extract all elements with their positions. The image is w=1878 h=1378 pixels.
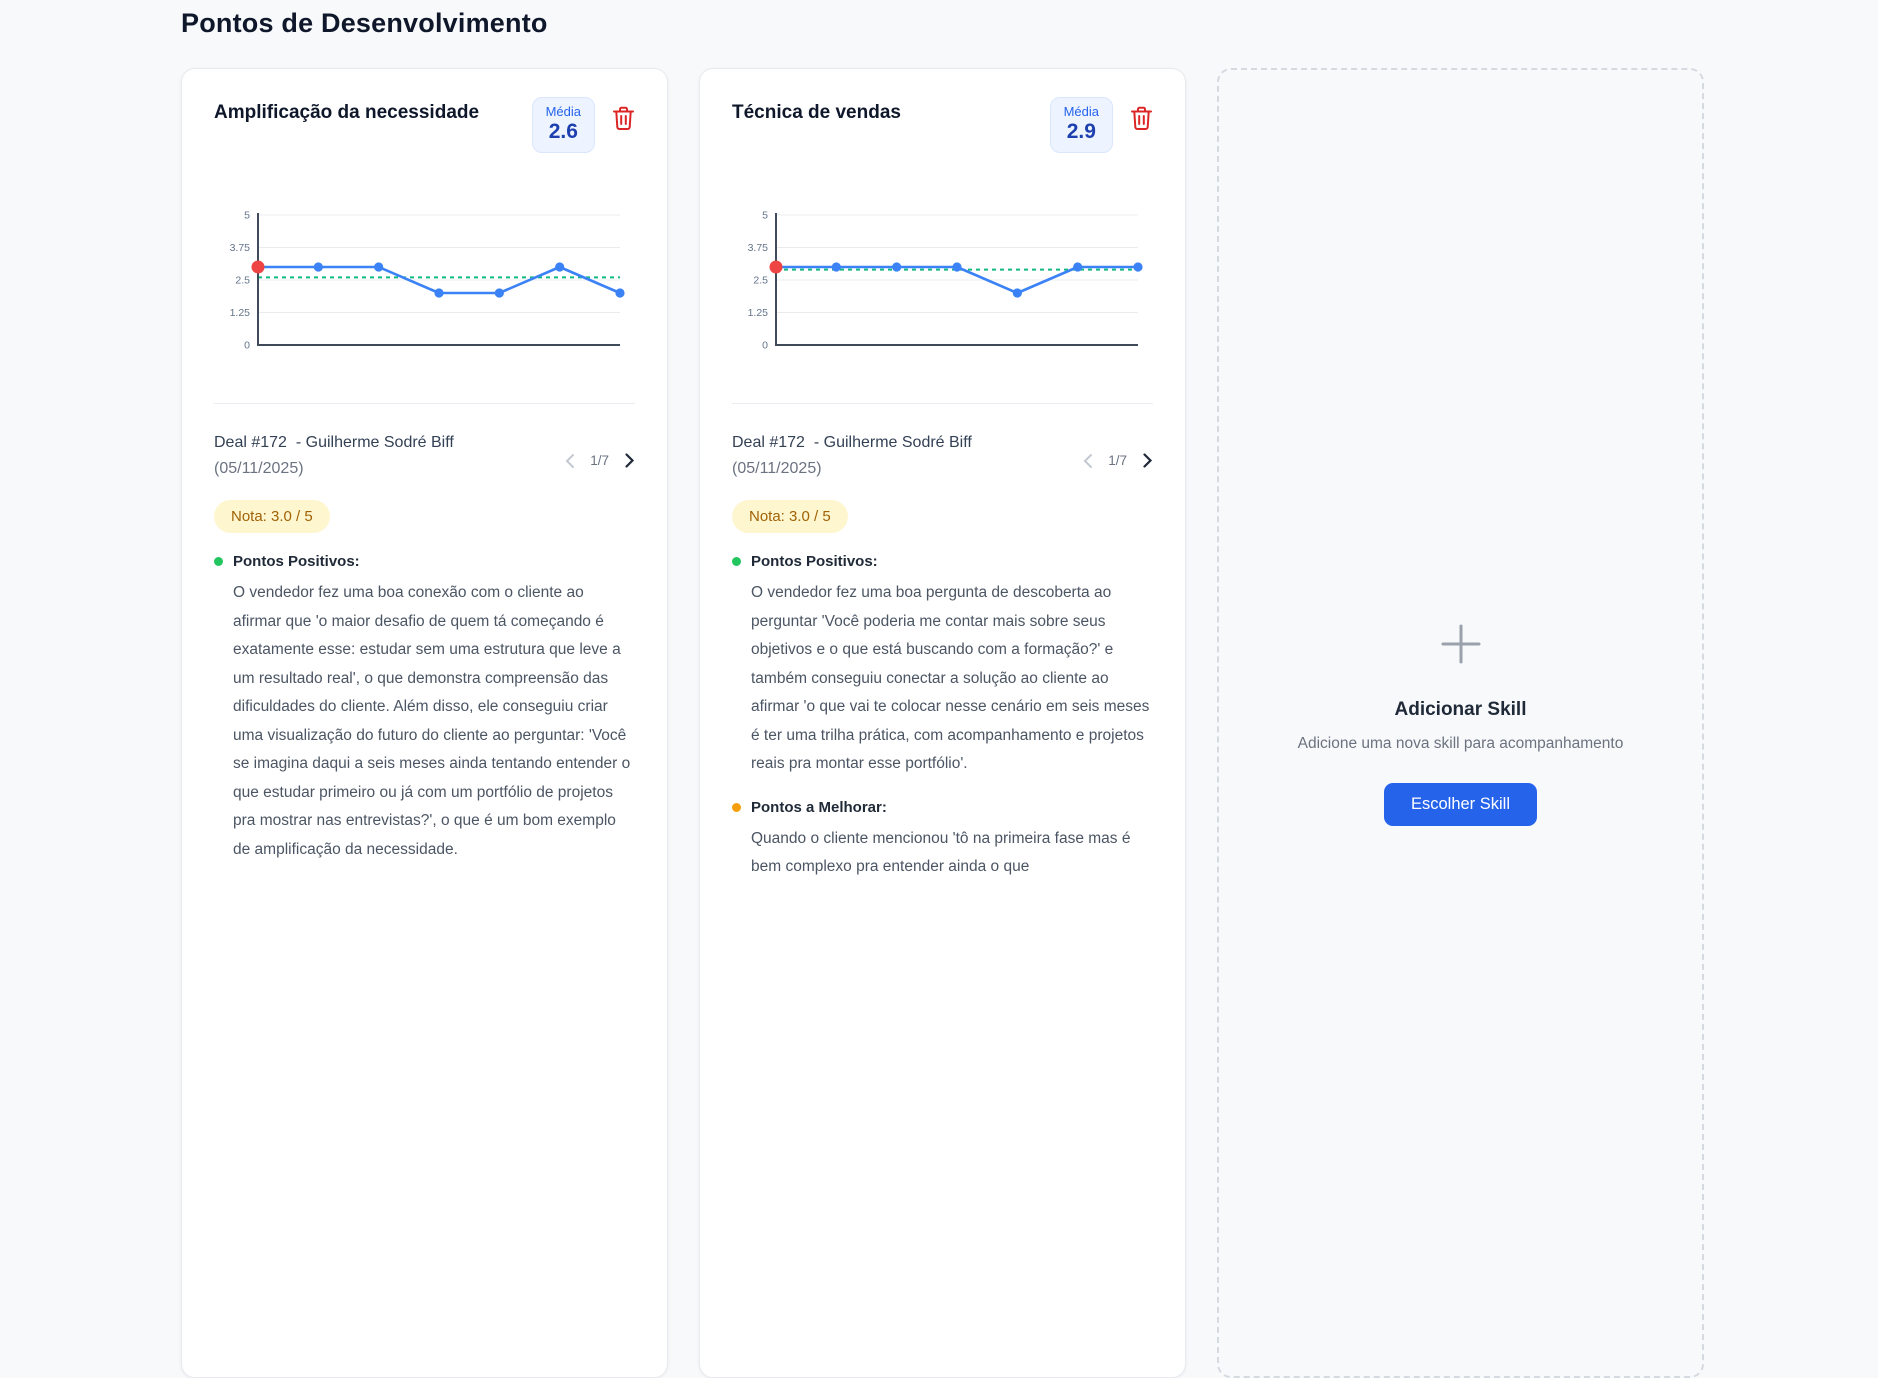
- chevron-right-icon: [624, 453, 635, 472]
- pager-count: 1/7: [590, 453, 609, 468]
- media-label: Média: [1063, 104, 1099, 119]
- positives-section: Pontos Positivos: O vendedor fez uma boa…: [214, 553, 635, 864]
- positives-section: Pontos Positivos: O vendedor fez uma boa…: [732, 553, 1153, 779]
- page-title: Pontos de Desenvolvimento: [181, 8, 548, 38]
- add-skill-title: Adicionar Skill: [1394, 699, 1527, 720]
- green-dot-icon: [732, 557, 741, 566]
- deal-row: Deal #172 - Guilherme Sodré Biff (05/11/…: [732, 430, 1153, 482]
- deal-client: - Guilherme Sodré Biff: [813, 434, 972, 451]
- skill-card-header: Técnica de vendas Média 2.9: [732, 97, 1153, 153]
- add-skill-card: Adicionar Skill Adicione uma nova skill …: [1217, 68, 1704, 1378]
- skill-header-actions: Média 2.6: [531, 97, 635, 153]
- nota-badge: Nota: 3.0 / 5: [732, 500, 848, 533]
- deal-heading: Deal #172 - Guilherme Sodré Biff (05/11/…: [214, 430, 514, 482]
- deal-client: - Guilherme Sodré Biff: [295, 434, 454, 451]
- skill-card-tecnica-vendas: Técnica de vendas Média 2.9: [699, 68, 1186, 1378]
- deal-id: Deal #172: [214, 434, 287, 451]
- svg-text:0: 0: [762, 340, 768, 352]
- deal-heading: Deal #172 - Guilherme Sodré Biff (05/11/…: [732, 430, 1032, 482]
- deal-pager: 1/7: [1083, 439, 1153, 482]
- media-value: 2.9: [1066, 120, 1096, 143]
- delete-skill-button[interactable]: [612, 106, 635, 131]
- choose-skill-button[interactable]: Escolher Skill: [1383, 783, 1538, 826]
- positives-label: Pontos Positivos:: [732, 553, 1153, 570]
- deal-date: (05/11/2025): [214, 460, 304, 477]
- delete-skill-button[interactable]: [1130, 106, 1153, 131]
- media-badge: Média 2.6: [531, 97, 595, 153]
- skill-title: Técnica de vendas: [732, 102, 901, 123]
- trash-icon: [1130, 106, 1153, 134]
- skill-card-amplificacao: Amplificação da necessidade Média 2.6: [181, 68, 668, 1378]
- pager-next-button[interactable]: [624, 452, 635, 469]
- pager-next-button[interactable]: [1142, 452, 1153, 469]
- chevron-left-icon: [1083, 453, 1093, 472]
- nota-badge: Nota: 3.0 / 5: [214, 500, 330, 533]
- skill-trend-chart: 0 1.25 2.5 3.75 5: [214, 205, 635, 404]
- deal-id: Deal #172: [732, 434, 805, 451]
- svg-text:2.5: 2.5: [235, 275, 250, 287]
- green-dot-icon: [214, 557, 223, 566]
- pager-count: 1/7: [1108, 453, 1127, 468]
- plus-icon: [1437, 620, 1485, 673]
- media-value: 2.6: [548, 120, 578, 143]
- media-badge: Média 2.9: [1049, 97, 1113, 153]
- improvements-label: Pontos a Melhorar:: [732, 799, 1153, 816]
- orange-dot-icon: [732, 802, 741, 812]
- pager-prev-button[interactable]: [565, 453, 575, 469]
- deal-row: Deal #172 - Guilherme Sodré Biff (05/11/…: [214, 430, 635, 482]
- svg-text:3.75: 3.75: [748, 242, 769, 254]
- skill-header-actions: Média 2.9: [1049, 97, 1153, 153]
- skill-card-header: Amplificação da necessidade Média 2.6: [214, 97, 635, 153]
- chevron-left-icon: [565, 453, 575, 472]
- svg-text:5: 5: [244, 210, 250, 222]
- svg-text:0: 0: [244, 340, 250, 352]
- pager-prev-button[interactable]: [1083, 453, 1093, 469]
- svg-text:1.25: 1.25: [748, 307, 769, 319]
- skill-title: Amplificação da necessidade: [214, 102, 480, 123]
- improvements-section: Pontos a Melhorar: Quando o cliente menc…: [732, 799, 1153, 882]
- skill-trend-chart: 0 1.25 2.5 3.75 5: [732, 205, 1153, 404]
- chevron-right-icon: [1142, 453, 1153, 472]
- svg-text:3.75: 3.75: [230, 242, 251, 254]
- add-skill-subtitle: Adicione uma nova skill para acompanhame…: [1297, 735, 1624, 752]
- deal-pager: 1/7: [565, 439, 635, 482]
- positives-text: O vendedor fez uma boa pergunta de desco…: [751, 584, 1150, 772]
- svg-text:2.5: 2.5: [753, 275, 768, 287]
- skill-cards-row: Amplificação da necessidade Média 2.6: [181, 68, 1878, 1378]
- media-label: Média: [545, 104, 581, 119]
- svg-text:1.25: 1.25: [230, 307, 251, 319]
- trash-icon: [612, 106, 635, 134]
- improvements-text: Quando o cliente mencionou 'tô na primei…: [751, 829, 1131, 876]
- positives-label: Pontos Positivos:: [214, 553, 635, 570]
- deal-date: (05/11/2025): [732, 460, 822, 477]
- svg-text:5: 5: [762, 210, 768, 222]
- positives-text: O vendedor fez uma boa conexão com o cli…: [233, 584, 631, 858]
